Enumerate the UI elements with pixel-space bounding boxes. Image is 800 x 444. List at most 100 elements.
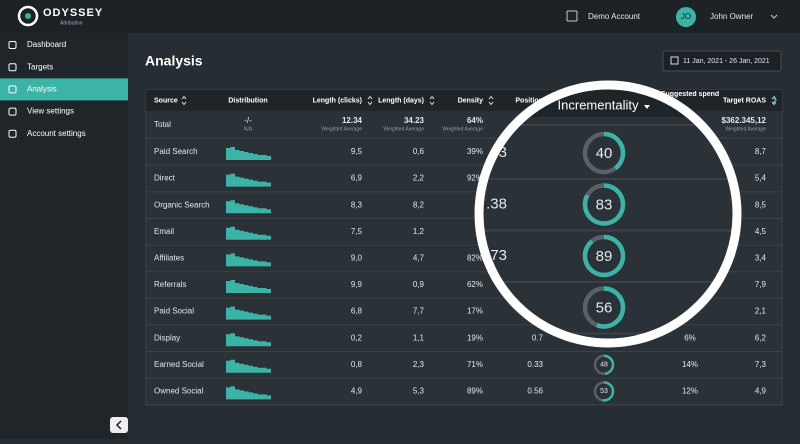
cell: 4,9 <box>351 387 363 396</box>
cell: Paid Search <box>154 147 198 156</box>
cell: -/- <box>244 116 252 125</box>
nav-icon <box>8 107 17 116</box>
cell: 0,2 <box>351 333 363 342</box>
brand: ODYSSEY <box>43 7 103 19</box>
cell: Affiliates <box>154 254 184 263</box>
cell: 2,3 <box>413 360 425 369</box>
cell: 0.33 <box>527 360 543 369</box>
nav-item[interactable]: Targets <box>27 62 53 71</box>
cell: 0.7 <box>532 333 544 342</box>
lens-header-label: Incrementality <box>558 97 639 112</box>
calendar-icon <box>670 56 679 65</box>
cell: 34.23 <box>404 116 425 125</box>
lens-donut-label: 89 <box>596 248 613 265</box>
distribution-sparkline <box>226 253 271 267</box>
column-header[interactable]: Length (days) <box>378 97 424 104</box>
cell-note: Weighted Average <box>321 126 362 132</box>
donut-arc <box>593 381 615 402</box>
cell: Referrals <box>154 280 186 289</box>
user-name[interactable]: John Owner <box>710 12 753 21</box>
column-header[interactable]: Source <box>154 97 178 104</box>
cell: Owned Social <box>154 387 204 396</box>
cell: 0.56 <box>527 387 543 396</box>
cell: 4,7 <box>413 254 425 263</box>
cell: Paid Social <box>154 307 194 316</box>
cell: 9,0 <box>351 254 363 263</box>
cell: 3,4 <box>755 254 767 263</box>
cell: 8,3 <box>351 200 363 209</box>
cell: 89% <box>467 387 483 396</box>
cell: 4,9 <box>755 387 767 396</box>
column-header[interactable]: Density <box>458 97 483 104</box>
sort-icon <box>771 95 777 106</box>
cell: 7,7 <box>413 307 425 316</box>
cell: 5,3 <box>413 387 425 396</box>
lens <box>479 85 737 343</box>
logo <box>17 5 39 27</box>
lens-donut-label: 56 <box>596 299 613 316</box>
distribution-sparkline <box>226 306 271 320</box>
date-picker[interactable] <box>662 50 782 72</box>
cell: 0,9 <box>413 280 425 289</box>
column-header[interactable]: Distribution <box>228 97 267 104</box>
distribution-sparkline <box>226 359 271 373</box>
cell: Email <box>154 227 174 236</box>
distribution-sparkline <box>226 173 271 187</box>
nav-item[interactable]: View settings <box>27 107 74 116</box>
cell: 8,7 <box>755 147 767 156</box>
sort-icon <box>488 95 494 106</box>
sort-icon <box>181 95 187 106</box>
cell: 71% <box>467 360 483 369</box>
column-header[interactable]: Target ROAS <box>723 97 766 104</box>
cell: 19% <box>467 333 483 342</box>
cell: 6,9 <box>351 174 363 183</box>
nav-icon <box>8 63 17 72</box>
sidebar <box>0 33 128 439</box>
cell: 9,9 <box>351 280 363 289</box>
cell: Organic Search <box>154 200 210 209</box>
cell: 4,5 <box>755 227 767 236</box>
nav-item[interactable]: Analysis <box>27 85 57 94</box>
column-header: Suggested spend <box>660 91 720 98</box>
cell: 6,2 <box>755 333 767 342</box>
cell: Direct <box>154 174 176 183</box>
date-range: 11 Jan, 2021 - 26 Jan, 2021 <box>683 58 770 65</box>
distribution-sparkline <box>226 280 271 293</box>
donut-arc <box>582 286 626 329</box>
column-header[interactable]: Position <box>515 97 543 104</box>
cell: 12% <box>682 387 698 396</box>
lens-ring <box>474 80 742 348</box>
collapse-icon <box>115 420 122 430</box>
collapse-button[interactable] <box>110 417 128 433</box>
column-header[interactable]: Length (clicks) <box>313 97 362 104</box>
cell: 17% <box>467 307 483 316</box>
column-header-text[interactable]: Suggested spend <box>660 91 720 98</box>
cell: 6% <box>684 333 696 342</box>
cell-note: Weighted Average <box>725 126 766 132</box>
sort-icon <box>367 95 373 106</box>
nav-active <box>0 78 128 101</box>
cell-note: N/A <box>244 126 253 132</box>
cell: 8,5 <box>755 200 767 209</box>
user-caret <box>770 14 778 19</box>
cell: 0,8 <box>351 360 363 369</box>
avatar[interactable] <box>676 7 696 27</box>
account[interactable]: Demo Account <box>588 12 641 21</box>
cell: 7,5 <box>351 227 363 236</box>
cell: 14% <box>682 360 698 369</box>
page-title: Analysis <box>145 53 203 69</box>
cell: 39% <box>467 147 483 156</box>
cell: 9,5 <box>351 147 363 156</box>
logo-dot <box>25 13 31 19</box>
nav-item[interactable]: Account settings <box>27 129 86 138</box>
cell-note: Weighted Average <box>442 126 483 132</box>
donut-label: 48 <box>600 362 608 369</box>
cell: 1,1 <box>413 333 425 342</box>
cell: 2,1 <box>755 307 767 316</box>
cell: 1,2 <box>413 227 425 236</box>
nav: Dashboard Targets Analysis View settings Acc… <box>0 40 128 138</box>
nav-item[interactable]: Dashboard <box>27 40 66 49</box>
cell: 7,9 <box>755 280 767 289</box>
donut-label: 53 <box>600 388 608 395</box>
lens-cell: 3 <box>499 144 507 161</box>
